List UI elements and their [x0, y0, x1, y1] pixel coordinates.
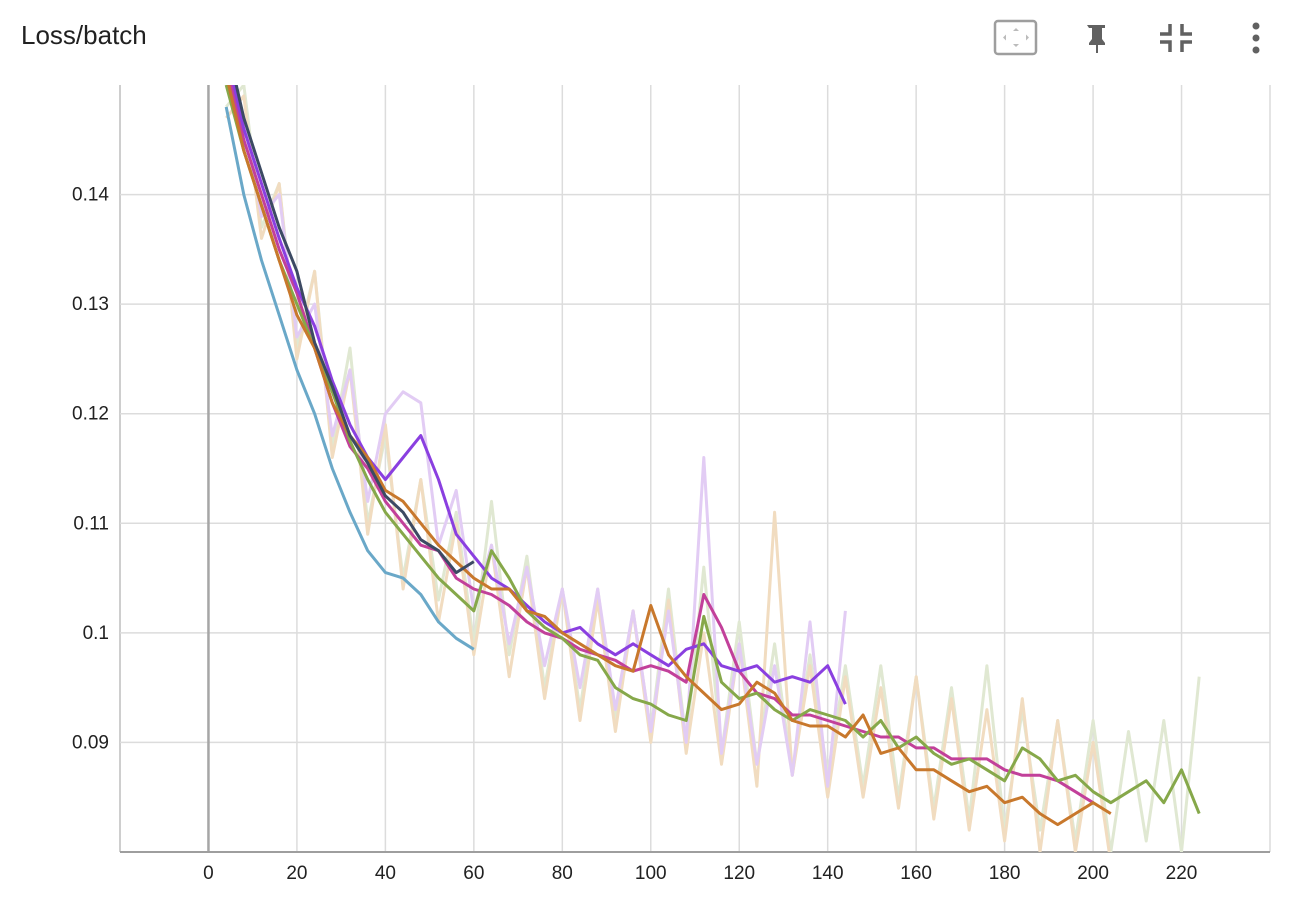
- collapse-button[interactable]: [1160, 24, 1192, 52]
- series-line: [232, 85, 847, 705]
- plot-lines: [224, 85, 1201, 852]
- x-tick-label: 40: [375, 863, 396, 884]
- y-tick-label: 0.1: [83, 623, 109, 644]
- series-line: [225, 94, 1111, 852]
- pin-button[interactable]: [1087, 25, 1105, 53]
- series-line: [234, 85, 475, 575]
- series-line: [227, 85, 1112, 827]
- y-tick-label: 0.12: [72, 404, 109, 425]
- series-line: [224, 85, 1201, 815]
- x-tick-label: 160: [900, 863, 932, 884]
- x-tick-label: 180: [989, 863, 1021, 884]
- series-line: [224, 85, 847, 788]
- tick-labels: 0.09 0.1 0.11 0.12 0.13 0.14 0 20 40 60 80 100 120 14…: [72, 185, 1197, 884]
- x-tick-label: 200: [1077, 863, 1109, 884]
- chart-title: Loss/batch: [21, 20, 147, 50]
- y-tick-label: 0.13: [72, 294, 109, 315]
- toolbar: [993, 19, 1260, 56]
- y-tick-label: 0.14: [72, 185, 109, 206]
- x-tick-label: 140: [812, 863, 844, 884]
- x-tick-label: 60: [463, 863, 484, 884]
- x-tick-label: 80: [552, 863, 573, 884]
- y-tick-label: 0.09: [72, 732, 109, 753]
- x-tick-label: 120: [723, 863, 755, 884]
- y-tick-label: 0.11: [73, 513, 109, 534]
- series-line: [224, 106, 475, 651]
- x-tick-label: 0: [203, 863, 214, 884]
- fit-domain-button[interactable]: [993, 19, 1038, 56]
- grid: [119, 85, 1271, 853]
- series-line: [229, 85, 1094, 804]
- more-button[interactable]: [1252, 22, 1260, 54]
- x-tick-label: 20: [286, 863, 307, 884]
- x-tick-label: 220: [1166, 863, 1198, 884]
- x-tick-label: 100: [635, 863, 667, 884]
